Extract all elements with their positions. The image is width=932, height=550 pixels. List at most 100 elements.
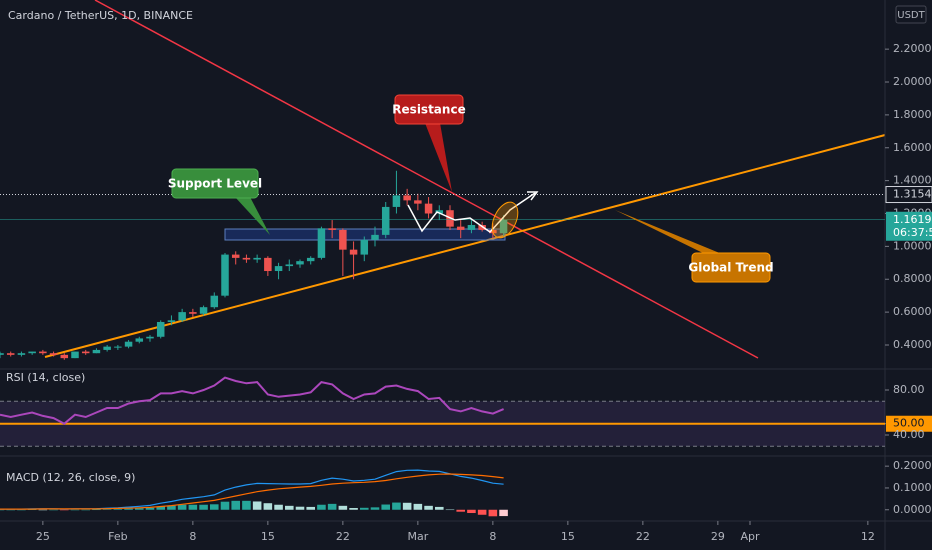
y-tick-label: 2.00000 <box>893 75 932 88</box>
last-price-box <box>886 211 932 241</box>
candle-body <box>81 351 90 354</box>
histogram-bar <box>456 509 465 512</box>
candle-body <box>210 295 219 308</box>
candle-body <box>28 351 36 354</box>
price-label: 1.31543 <box>893 188 932 201</box>
countdown: 06:37:59 <box>893 226 932 239</box>
histogram-bar <box>188 504 198 510</box>
histogram-bar <box>306 506 315 510</box>
last-price-label: 1.16196 <box>893 213 932 226</box>
histogram-bar <box>210 504 219 510</box>
histogram-bar <box>424 505 433 510</box>
candle-body <box>124 341 133 347</box>
arrow-head <box>527 191 539 201</box>
histogram-bar <box>392 502 401 510</box>
histogram-bar <box>295 506 305 510</box>
candle-body <box>242 257 251 260</box>
callout-pointer <box>425 123 452 192</box>
candle-body <box>178 312 186 321</box>
x-tick-label: 12 <box>861 530 875 543</box>
candle-body <box>435 210 444 214</box>
candle-body <box>114 346 122 348</box>
candle-body <box>274 266 283 272</box>
candle-body <box>478 225 486 230</box>
histogram-bar <box>220 501 230 510</box>
histogram-bar <box>60 509 69 511</box>
tick-highlight <box>886 415 932 432</box>
y-tick-label: 0.80000 <box>893 272 932 285</box>
histogram-bar <box>242 500 251 510</box>
x-tick-label: 22 <box>336 530 350 543</box>
candle-body <box>467 225 476 230</box>
y-tick-label: 1.80000 <box>893 108 932 121</box>
x-tick-label: 25 <box>36 530 50 543</box>
annotation: Resistance <box>392 103 465 117</box>
candle-body <box>317 228 326 258</box>
y-tick-label: 50.00 <box>893 417 925 430</box>
histogram-bar <box>113 509 123 510</box>
histogram-bar <box>477 509 487 515</box>
candle-body <box>135 338 144 342</box>
histogram-bar <box>49 509 58 511</box>
candle-body <box>306 257 315 262</box>
histogram-bar <box>370 507 380 510</box>
histogram-bar <box>124 508 133 510</box>
chart-title: Cardano / TetherUS, 1D, BINANCE <box>8 9 193 22</box>
histogram-bar <box>70 509 80 511</box>
candle-body <box>221 254 229 296</box>
candle-body <box>92 349 101 354</box>
callout-box <box>691 252 771 283</box>
overlay: Support Level Resistance Global Trend Ca… <box>6 5 927 484</box>
price-label-box <box>885 186 932 204</box>
candle-body <box>360 239 369 255</box>
x-tick-label: 29 <box>711 530 725 543</box>
histogram-bar <box>17 509 26 511</box>
histogram-bar <box>263 503 273 510</box>
candle-body <box>392 195 401 207</box>
candle-body <box>71 351 79 359</box>
callout-box <box>171 168 259 199</box>
projection-path <box>407 192 536 233</box>
histogram-bar <box>145 507 155 510</box>
histogram-bar <box>338 505 348 510</box>
candle-body <box>39 351 47 354</box>
highlight-ellipse <box>491 201 519 239</box>
x-tick-label: Mar <box>407 530 428 543</box>
candle-body <box>6 353 15 355</box>
histogram-bar <box>156 506 165 510</box>
currency-box <box>895 5 927 24</box>
candle-body <box>189 312 197 314</box>
candle-body <box>49 353 58 355</box>
histogram-bar <box>381 504 390 510</box>
x-tick-label: 15 <box>261 530 275 543</box>
histogram-bar <box>413 503 423 510</box>
callout-box <box>394 94 464 125</box>
currency: USDT <box>897 10 925 21</box>
candle-body <box>199 307 208 314</box>
candle-body <box>60 354 69 359</box>
y-tick-label: 1.00000 <box>893 239 932 252</box>
candle-body <box>499 219 508 234</box>
histogram-bar <box>402 502 412 510</box>
candle-body <box>339 229 347 250</box>
histogram-bar <box>92 509 101 511</box>
annotation: Support Level <box>168 177 262 191</box>
histogram-bar <box>231 500 240 510</box>
histogram-bar <box>488 509 498 517</box>
candle-body <box>371 234 379 240</box>
y-tick-label: 80.00 <box>893 383 925 396</box>
x-tick-label: 8 <box>489 530 496 543</box>
x-tick-label: 8 <box>189 530 196 543</box>
histogram-bar <box>6 509 15 511</box>
histogram-bar <box>274 504 283 510</box>
histogram-bar <box>467 509 476 514</box>
histogram-bar <box>349 508 358 510</box>
candle-body <box>103 346 111 350</box>
candle-body <box>167 320 176 322</box>
histogram-bar <box>435 506 444 510</box>
